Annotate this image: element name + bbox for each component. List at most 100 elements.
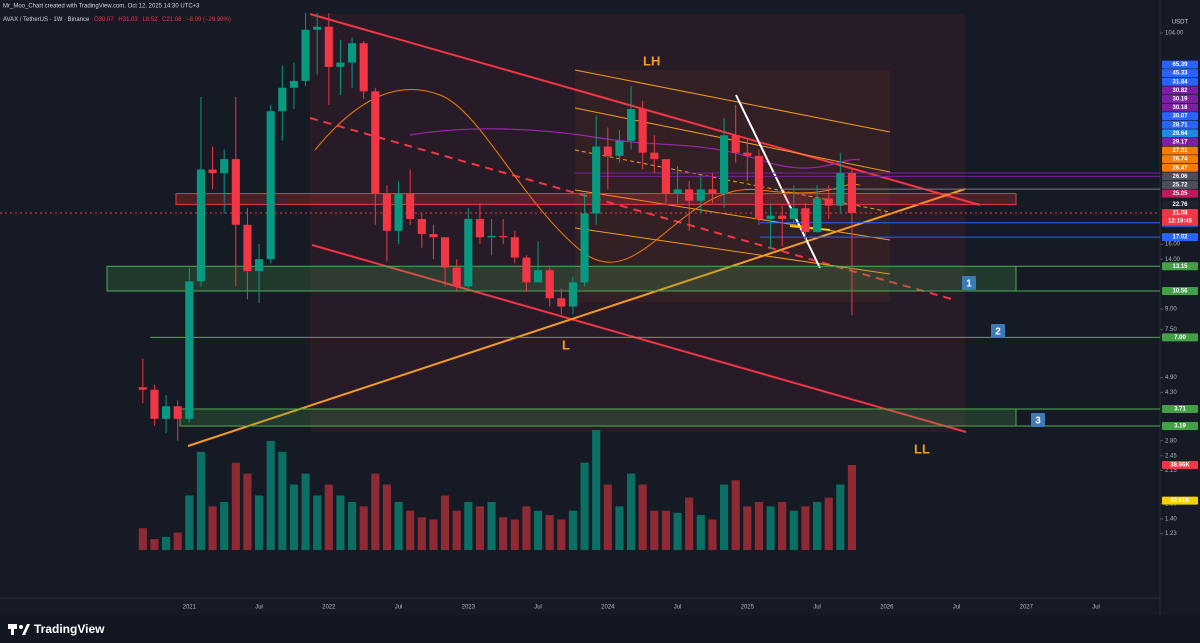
candle-body <box>661 159 671 194</box>
volume-bar <box>150 539 159 550</box>
candle-body <box>812 198 822 233</box>
volume-bar <box>359 506 368 550</box>
candle-body <box>406 193 415 219</box>
price-tag-box <box>1162 146 1198 155</box>
volume-bar <box>638 484 647 550</box>
volume-bar <box>231 462 240 550</box>
candle-body <box>568 282 578 307</box>
volume-bar <box>580 462 589 550</box>
candle-body <box>592 146 601 214</box>
price-tag-label: 10.56 <box>1172 289 1188 295</box>
legend-close: C21.08 <box>162 17 182 23</box>
moving-average <box>314 89 861 263</box>
x-tick-label: 2026 <box>880 605 894 611</box>
zone-badge: 1 <box>962 276 976 290</box>
price-tag-label: 25.72 <box>1172 183 1188 189</box>
x-tick-label: Jul <box>674 605 682 611</box>
y-tick-label: 4.30 <box>1165 390 1177 396</box>
price-tag-label: 30.19 <box>1172 97 1188 103</box>
candle-body <box>580 213 589 283</box>
volume-bar <box>394 502 403 550</box>
candle-body <box>220 159 229 174</box>
price-tag-label: 27.01 <box>1172 148 1188 154</box>
price-tag-box <box>1162 77 1198 86</box>
price-tag-label: 29.17 <box>1172 140 1188 146</box>
candle-body <box>603 146 612 156</box>
volume-bar <box>278 451 287 550</box>
volume-bar <box>592 430 601 550</box>
volume-bar <box>754 502 764 550</box>
volume-bar <box>266 440 275 550</box>
volume-bar <box>289 484 299 550</box>
price-tag-box <box>1162 233 1198 242</box>
x-tick-label: 2021 <box>183 605 197 611</box>
price-tag-box <box>1162 103 1198 112</box>
zone <box>179 408 1017 427</box>
annotation: LH <box>643 53 660 68</box>
price-tag: 30.82 <box>1162 86 1198 95</box>
price-tag-label: 28.71 <box>1172 122 1188 128</box>
volume-bar <box>208 506 217 550</box>
candle-body <box>499 235 508 238</box>
volume-bar <box>719 484 729 550</box>
x-tick-label: 2024 <box>601 605 615 611</box>
volume-bar <box>161 536 171 550</box>
legend-change: −8.99 (−29.90%) <box>186 17 231 23</box>
price-tag: 26.47 <box>1162 163 1198 172</box>
volume-bar <box>429 519 438 550</box>
candle-body <box>266 111 275 260</box>
price-tag-label: 30.07 <box>1172 114 1188 120</box>
candle-body <box>347 43 357 63</box>
volume-bar <box>371 473 380 550</box>
zone-badge: 2 <box>991 324 1005 338</box>
annotation: L <box>562 337 570 352</box>
volume-bar <box>313 495 322 550</box>
volume-bar <box>568 510 578 550</box>
price-tag-label: 31.84 <box>1172 79 1188 85</box>
price-tag-box <box>1162 163 1198 172</box>
price-tag-box <box>1162 86 1198 95</box>
footer <box>0 615 1200 643</box>
candle-body <box>208 169 217 174</box>
price-tag-box <box>1162 404 1198 413</box>
candle-body <box>150 389 159 419</box>
y-tick-label: 104.00 <box>1165 31 1184 37</box>
candle-body <box>173 406 182 419</box>
price-tag: 26.74 <box>1162 155 1198 164</box>
candle-body <box>452 267 461 287</box>
volume-bar <box>324 484 333 550</box>
badge-label: 3 <box>1035 416 1041 427</box>
volume-bar <box>499 517 508 550</box>
volume-bar <box>847 464 857 550</box>
candle-body <box>301 29 310 81</box>
volume-bar <box>824 497 833 550</box>
zone-badge: 3 <box>1031 413 1045 427</box>
candle-body <box>615 140 624 156</box>
x-tick-label: Jul <box>813 605 821 611</box>
x-tick-label: 2025 <box>741 605 755 611</box>
volume-bar <box>603 484 612 550</box>
candle-body <box>673 189 682 194</box>
logo-shape <box>11 624 14 635</box>
candle-body <box>440 237 450 268</box>
price-tag: 10.56 <box>1162 286 1198 295</box>
price-tag-label: 3.19 <box>1174 424 1186 430</box>
volume-bar <box>836 484 845 550</box>
price-tag: 26.06 <box>1162 172 1198 181</box>
channel-line <box>574 69 891 133</box>
volume-bar <box>254 495 264 550</box>
price-tag-label: 30.82 <box>1172 88 1188 94</box>
candle-body <box>289 80 299 88</box>
legend-open: O30.07 <box>94 17 114 23</box>
volume-bar <box>220 502 229 550</box>
price-tag-box <box>1162 129 1198 138</box>
price-tag: 21.08 <box>1162 209 1198 218</box>
candle-body <box>754 155 764 219</box>
volume-tag-box <box>1162 460 1198 469</box>
price-tag: 30.18 <box>1162 103 1198 112</box>
candle-body <box>545 270 554 299</box>
price-tag-box <box>1162 209 1198 218</box>
volume-bar <box>545 515 554 550</box>
